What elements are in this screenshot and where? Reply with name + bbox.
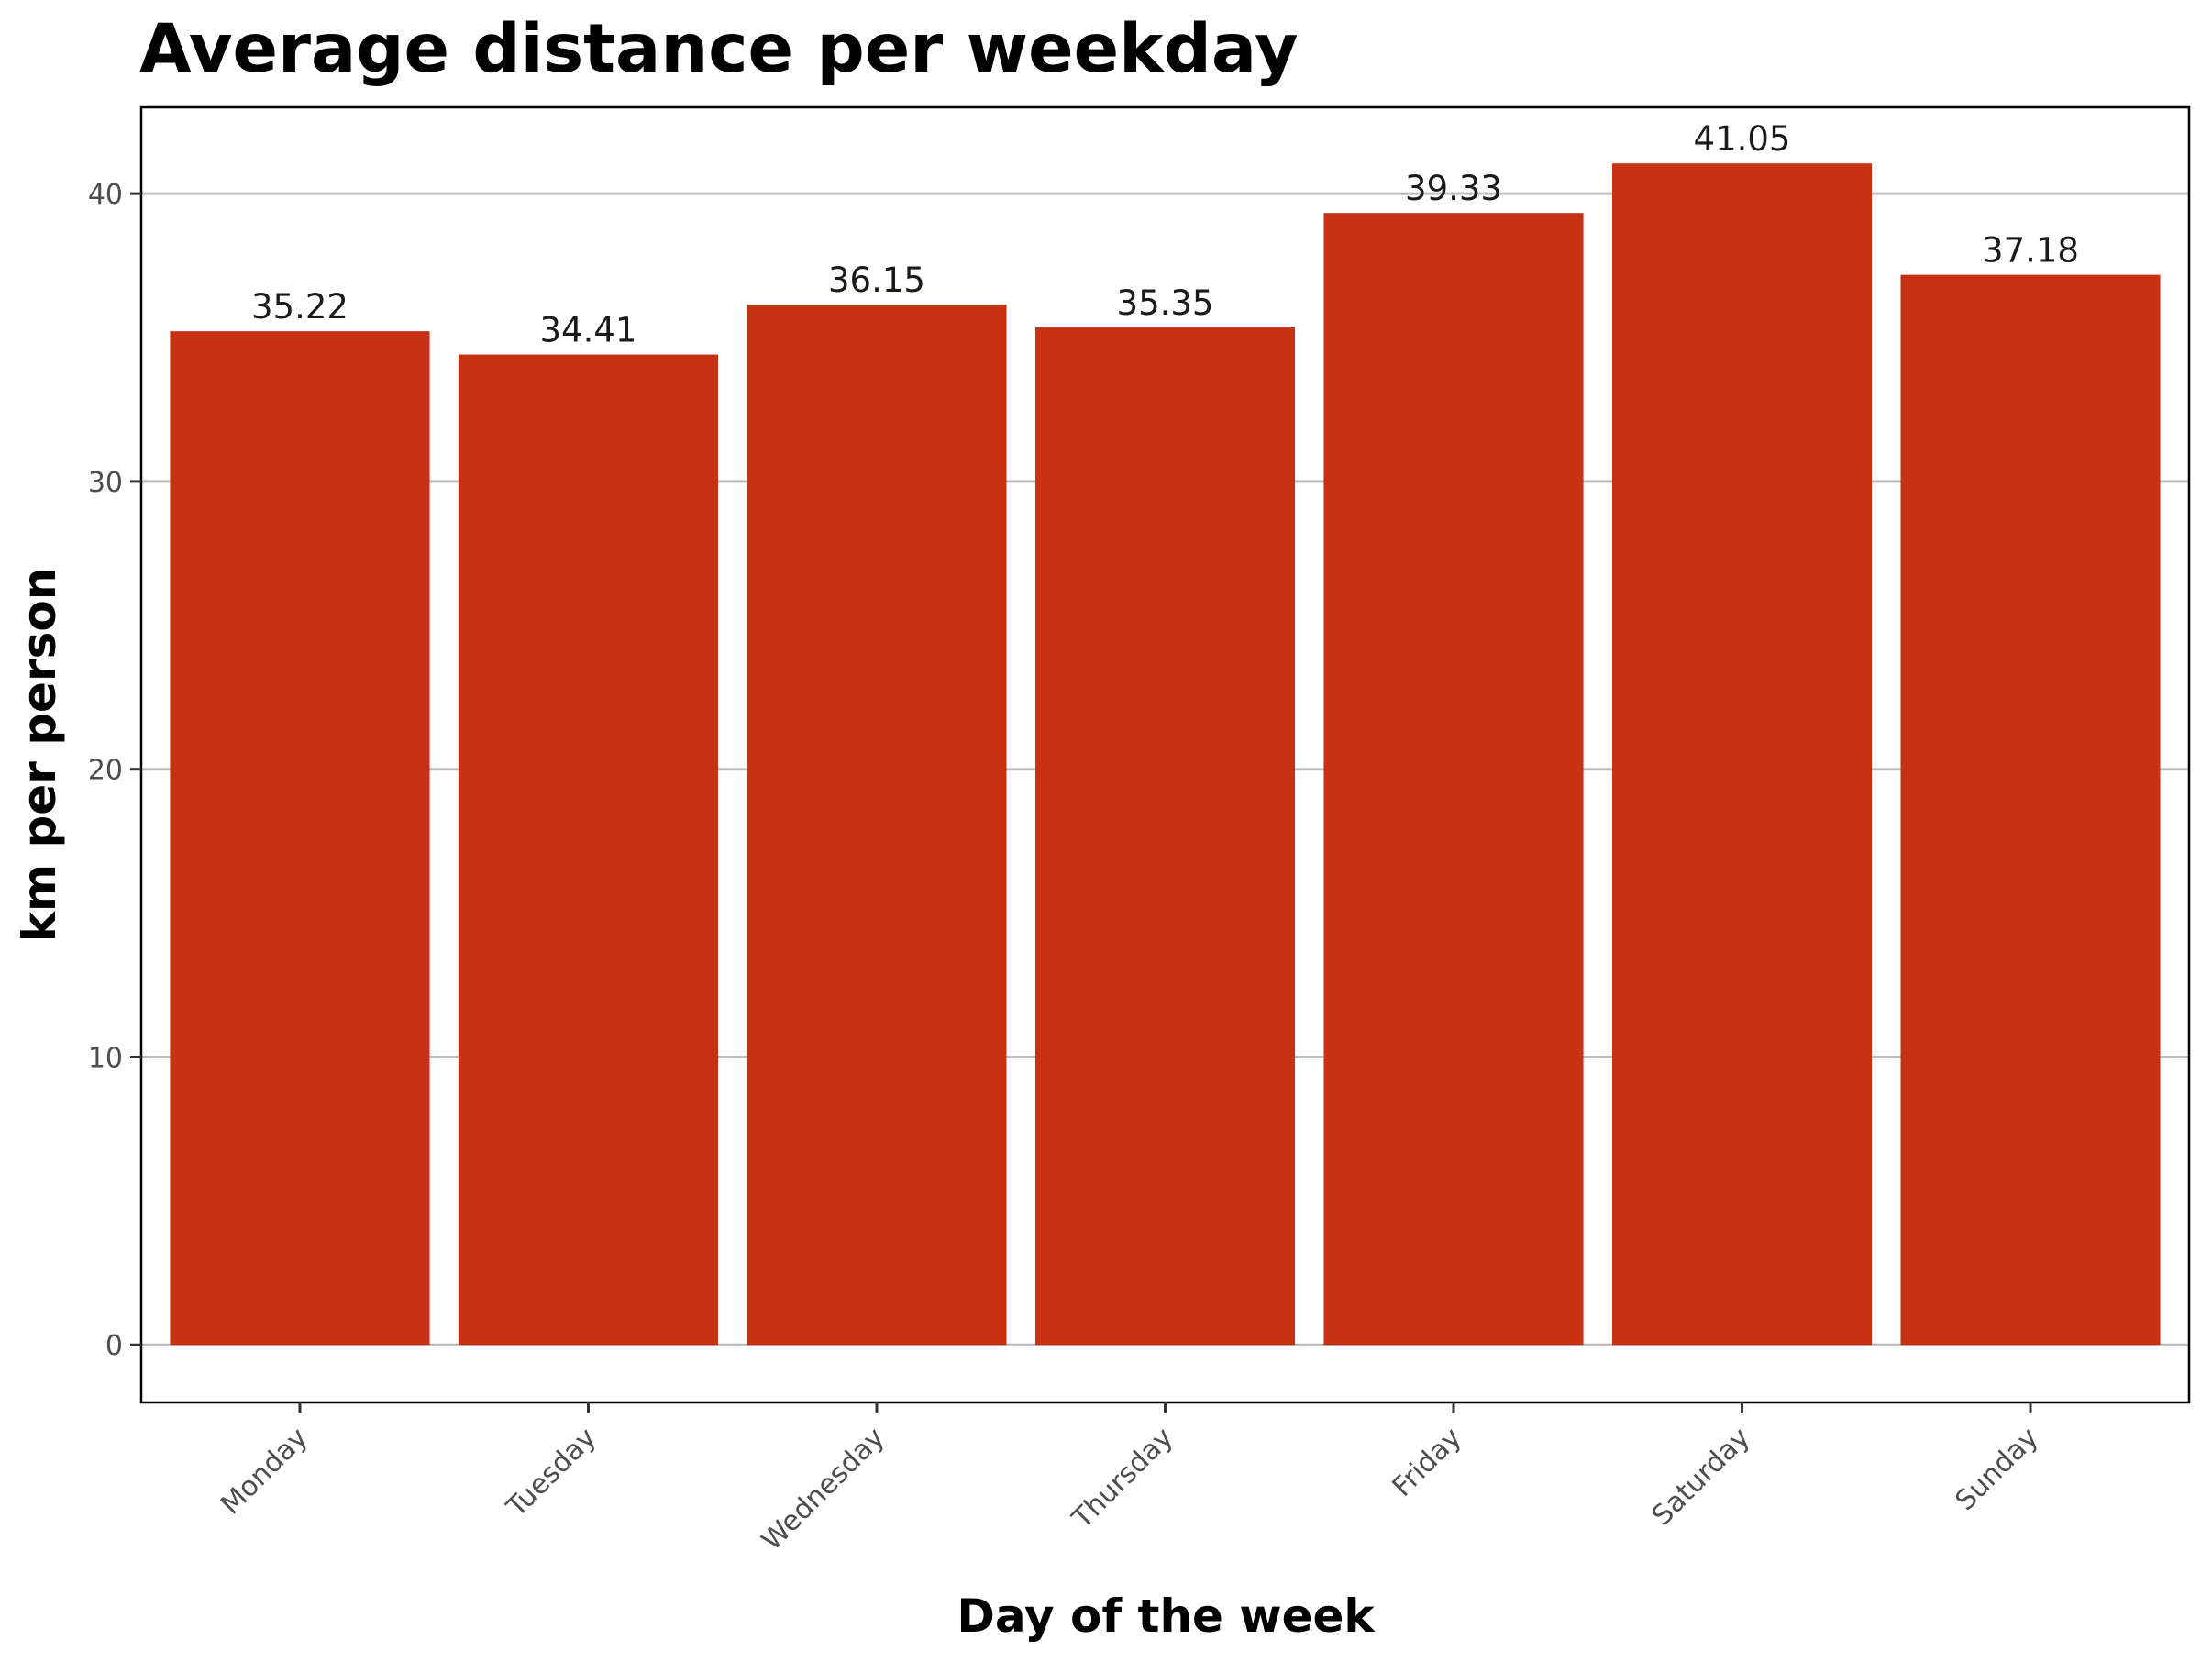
x-tick-label: Saturday — [1646, 1422, 1756, 1532]
data-label: 37.18 — [1982, 231, 2079, 271]
y-tick-label: 20 — [88, 755, 123, 787]
y-tick-label: 40 — [88, 179, 123, 211]
bar-wednesday — [747, 304, 1007, 1346]
bar-monday — [170, 331, 430, 1346]
y-tick-label: 30 — [88, 467, 123, 499]
bar-thursday — [1034, 327, 1296, 1346]
x-tick-label: Wednesday — [756, 1422, 891, 1557]
data-label: 39.33 — [1405, 169, 1502, 208]
x-tick-label: Friday — [1387, 1422, 1468, 1503]
x-tick-label: Thursday — [1066, 1422, 1179, 1535]
bar-saturday — [1611, 163, 1873, 1346]
x-axis-ticks: Monday Tuesday Wednesday Thursday Friday Satu… — [215, 1402, 2045, 1557]
chart-title: Average distance per weekday — [139, 10, 1299, 88]
y-axis-title: km per person — [13, 568, 66, 943]
y-tick-label: 10 — [88, 1042, 123, 1074]
data-label: 34.41 — [540, 311, 637, 350]
bar-friday — [1323, 213, 1584, 1346]
data-label: 36.15 — [828, 260, 925, 300]
bars — [170, 163, 2161, 1346]
bar-sunday — [1900, 274, 2161, 1346]
x-tick-label: Sunday — [1950, 1422, 2045, 1517]
x-tick-label: Tuesday — [500, 1422, 603, 1524]
data-label: 35.22 — [251, 287, 348, 327]
y-axis-ticks: 0 10 20 30 40 — [88, 179, 141, 1362]
y-tick-label: 0 — [105, 1330, 123, 1362]
data-labels: 35.22 34.41 36.15 35.35 39.33 41.05 37.18 — [251, 119, 2079, 349]
x-axis-title: Day of the week — [957, 1590, 1376, 1643]
x-tick-label: Monday — [215, 1422, 314, 1521]
data-label: 41.05 — [1694, 119, 1791, 159]
bar-tuesday — [458, 354, 719, 1346]
data-label: 35.35 — [1117, 283, 1214, 323]
